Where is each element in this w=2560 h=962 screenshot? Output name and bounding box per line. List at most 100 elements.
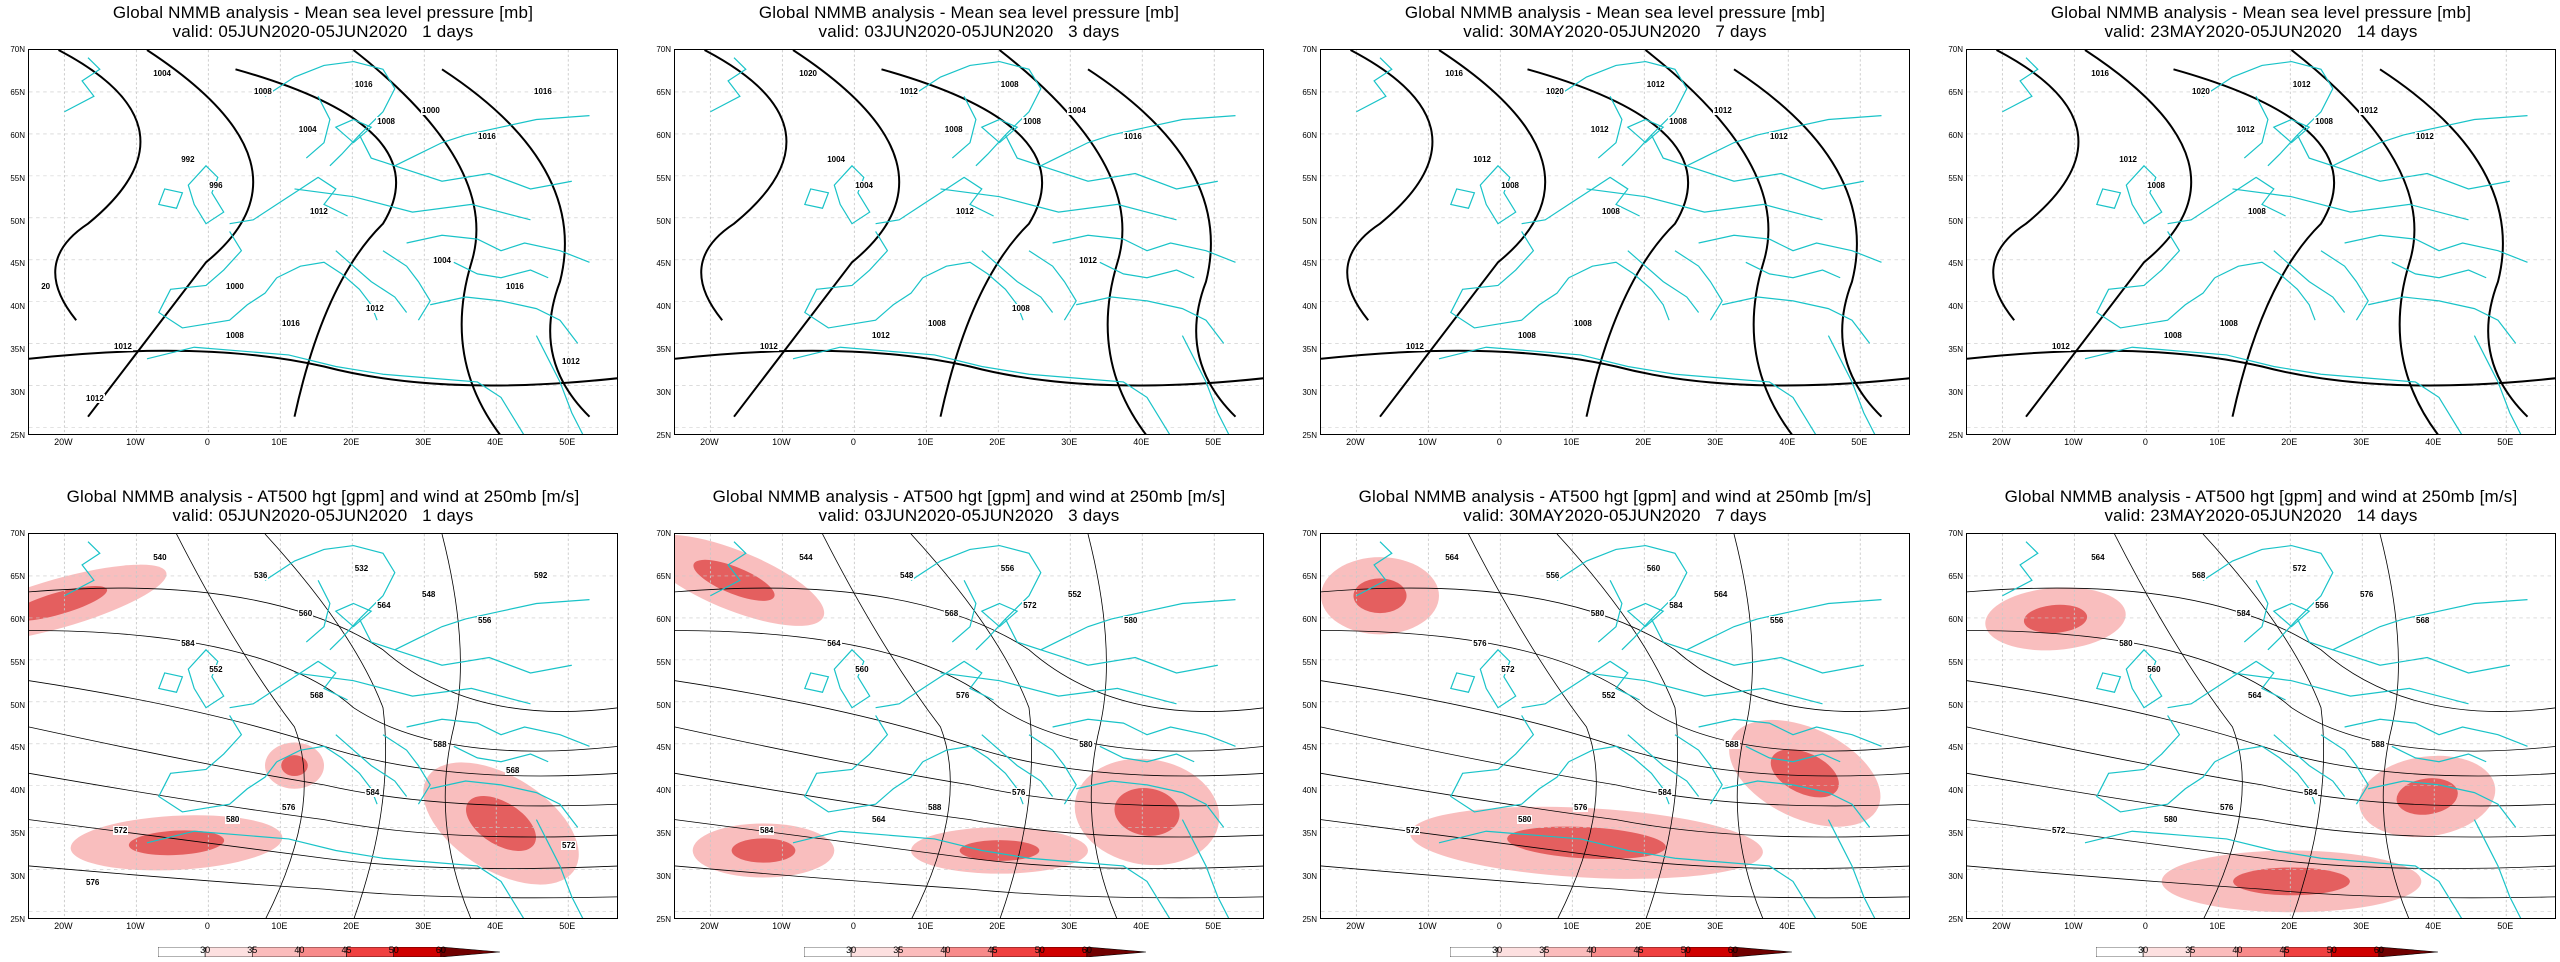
coastline [2321,735,2368,804]
coastline [2097,715,2215,811]
coastline [1053,719,1236,746]
lat-tick-label: 60N [10,614,25,624]
contour-label: 1008 [2146,180,2166,190]
lat-tick-label: 40N [1948,302,1963,312]
coastline [1041,650,1218,673]
lon-tick-label: 10E [1563,921,1580,931]
coastline [1687,166,1864,189]
contour-line [29,727,618,806]
lon-tick-label: 10W [772,437,791,447]
coastline [805,231,923,327]
lat-tick-label: 70N [1302,45,1317,54]
lat-tick-label: 55N [1302,173,1317,183]
lat-tick-label: 70N [10,529,25,538]
contour-label: 576 [955,691,971,701]
contour-label: 1012 [1472,154,1492,164]
lat-tick-label: 65N [1302,87,1317,97]
lat-tick-label: 25N [10,915,25,924]
contour-label: 1008 [1500,180,1520,190]
jet-core-shading [1507,826,1666,860]
panel-title-line: Global NMMB analysis - Mean sea level pr… [112,3,534,22]
contour-label: 560 [1645,563,1662,573]
coastline [336,735,407,797]
contour-label: 1016 [505,281,525,291]
coastline [1587,189,1823,220]
contour-label: 584 [2303,788,2319,798]
contour-line [1967,631,2556,752]
coastline [1005,600,1235,650]
colorbar-tick-label: 40 [2232,945,2243,955]
coastline [407,719,590,746]
contour-label: 580 [2163,814,2179,824]
contour-label: 1016 [281,319,301,329]
lon-tick-label: 0 [850,921,856,931]
coastline [383,735,430,804]
map-area: 1004 1008 1016 1000 996 992 1004 1008 1012 1016 10… [28,49,618,435]
coastline [1675,735,1722,804]
colorbar-tick-label: 40 [940,945,951,955]
coastline [336,251,407,313]
coastline [1076,297,1224,343]
contour-label: 1016 [353,79,374,89]
colorbar-tick-label: 30 [1492,945,1503,955]
lat-tick-label: 60N [1302,614,1317,624]
lon-tick-label: 0 [2142,921,2148,931]
lon-tick-label: 0 [1496,921,1502,931]
contour-label: 552 [1601,691,1617,701]
map-area: 564 556 560 564 572 576 580 584 552 556 572 576 580 5… [1320,533,1910,919]
contour-label: 548 [421,590,437,600]
coastline [2474,336,2521,435]
contour-label: 992 [180,154,196,164]
contour-label: 556 [1769,616,1785,626]
lat-tick-label: 35N [1302,345,1317,355]
coastline [430,781,578,827]
colorbar-tick-label: 60 [1727,945,1738,955]
coastline [1356,58,1391,112]
contour-label: 556 [999,563,1016,573]
lat-tick-label: 25N [10,431,25,440]
lat-tick-label: 30N [1302,388,1317,398]
lon-tick-label: 50E [1205,921,1222,931]
coastline [2368,781,2516,827]
coastline [2274,251,2345,313]
coastline [147,347,525,435]
coastline [395,650,572,673]
contour-label: 572 [2051,825,2067,835]
panel-valid-line: valid: 23MAY2020-05JUN2020 14 days [2104,22,2418,41]
panel-title: Global NMMB analysis - Mean sea level pr… [18,3,628,41]
coastline [805,715,923,811]
contour-line [1557,534,1678,919]
coastline [2215,746,2315,804]
lat-tick-label: 40N [1302,302,1317,312]
coastline [536,820,583,919]
lon-tick-label: 20W [54,921,73,931]
panel-title: Global NMMB analysis - AT500 hgt [gpm] a… [1956,487,2560,525]
coastline [159,231,277,327]
lat-tick-label: 55N [10,657,25,667]
coastline [793,347,1171,435]
lon-tick-label: 40E [2425,437,2442,447]
coastline [2002,542,2037,596]
lon-tick-label: 20W [1346,437,1365,447]
contour-line [823,534,951,919]
lon-tick-label: 10W [126,437,145,447]
contour-label: 572 [1500,664,1516,674]
lat-tick-label: 50N [1948,700,1963,710]
wind-colorbar [2095,944,2440,962]
contour-label: 1012 [85,394,105,404]
coastline [1522,661,1640,707]
colorbar-tick-label: 60 [435,945,446,955]
contour-line [29,820,618,869]
lon-tick-label: 10E [271,921,288,931]
contour-label: 1004 [854,180,874,190]
contour-label: 556 [1545,571,1561,581]
lat-tick-label: 30N [1948,388,1963,398]
coastline [1029,251,1076,320]
contour-label: 564 [826,638,842,648]
colorbar-tick-label: 50 [1680,945,1691,955]
lat-tick-label: 55N [656,657,671,667]
coastline [2274,603,2309,626]
coastline [793,831,1171,919]
coastline [2392,262,2486,277]
lat-tick-label: 30N [10,872,25,882]
